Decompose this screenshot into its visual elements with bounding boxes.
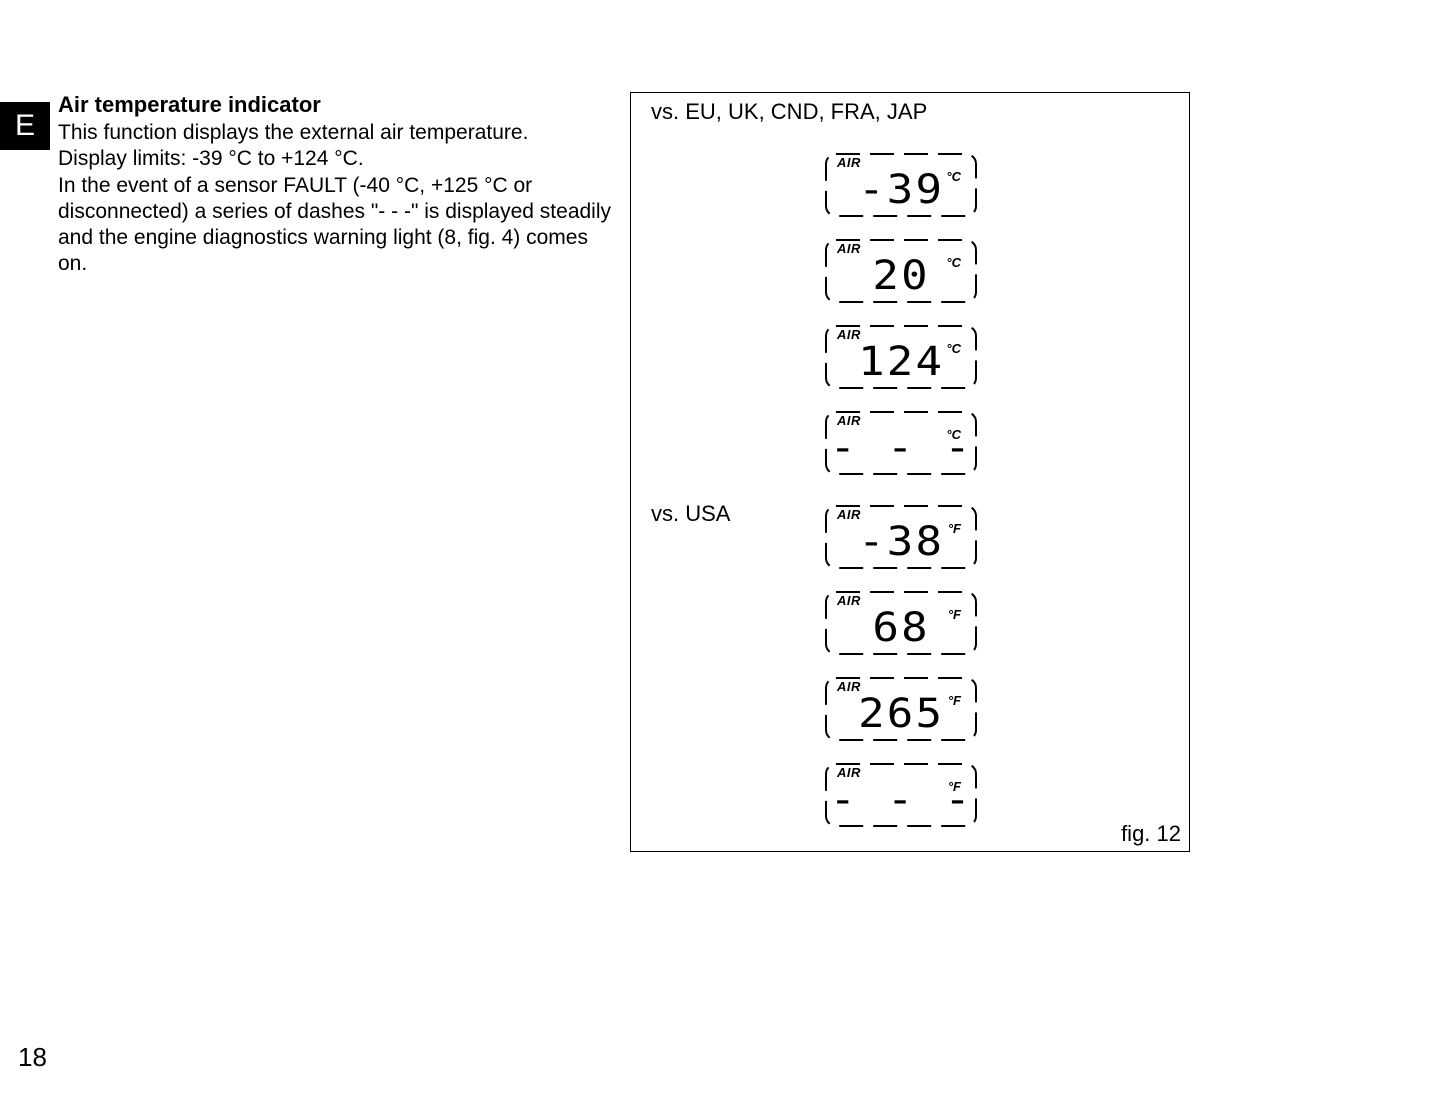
lcd-unit: °C bbox=[946, 427, 961, 442]
lcd-unit: °C bbox=[946, 169, 961, 184]
body-line: disconnected) a series of dashes "- - -"… bbox=[58, 200, 611, 223]
lcd-readout: AIR- - -°F bbox=[823, 761, 979, 829]
lcd-readout: AIR265°F bbox=[823, 675, 979, 743]
body-line: Display limits: -39 °C to +124 °C. bbox=[58, 147, 364, 170]
lcd-unit: °C bbox=[946, 341, 961, 356]
figure-box: vs. EU, UK, CND, FRA, JAP AIR-39°C AIR20… bbox=[630, 92, 1190, 852]
section-tab: E bbox=[0, 102, 50, 150]
lcd-readout: AIR-38°F bbox=[823, 503, 979, 571]
lcd-unit: °F bbox=[948, 693, 961, 708]
lcd-readout: AIR68°F bbox=[823, 589, 979, 657]
section-heading: Air temperature indicator bbox=[58, 92, 618, 118]
lcd-unit: °F bbox=[948, 521, 961, 536]
figure-caption: fig. 12 bbox=[1121, 821, 1181, 847]
section-body: This function displays the external air … bbox=[58, 120, 618, 278]
body-line: In the event of a sensor FAULT (-40 °C, … bbox=[58, 174, 532, 197]
lcd-unit: °F bbox=[948, 607, 961, 622]
group-label: vs. EU, UK, CND, FRA, JAP bbox=[651, 99, 927, 125]
lcd-readout: AIR124°C bbox=[823, 323, 979, 391]
body-line: This function displays the external air … bbox=[58, 121, 528, 144]
lcd-unit: °C bbox=[946, 255, 961, 270]
body-line: and the engine diagnostics warning light… bbox=[58, 226, 588, 275]
lcd-readout: AIR-39°C bbox=[823, 151, 979, 219]
lcd-unit: °F bbox=[948, 779, 961, 794]
lcd-readout: AIR20°C bbox=[823, 237, 979, 305]
group-label: vs. USA bbox=[651, 501, 730, 527]
text-column: Air temperature indicator This function … bbox=[58, 92, 618, 278]
lcd-readout: AIR- - -°C bbox=[823, 409, 979, 477]
section-tab-letter: E bbox=[15, 109, 35, 143]
page-number: 18 bbox=[18, 1042, 47, 1073]
